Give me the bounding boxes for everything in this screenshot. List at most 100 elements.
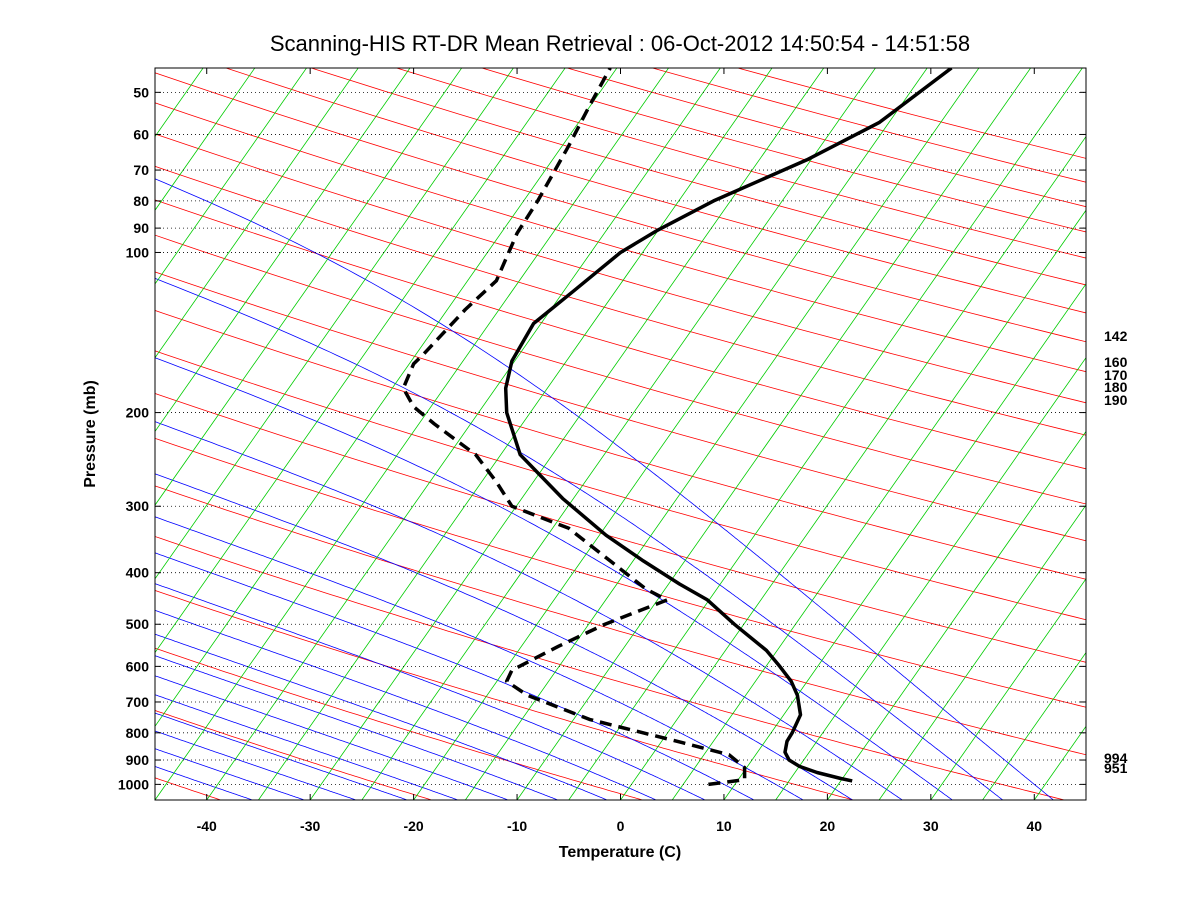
moist-adiabat-line	[155, 357, 953, 800]
moist-adiabat-line	[155, 473, 853, 800]
dry-adiabat-line	[155, 589, 854, 800]
mixing-ratio-line	[155, 68, 618, 727]
x-tick-label: 30	[923, 818, 939, 834]
mixing-ratio-line	[155, 68, 670, 800]
y-tick-label: 100	[126, 244, 150, 260]
dry-adiabat-line	[652, 68, 1086, 183]
y-tick-label: 70	[133, 162, 149, 178]
chart-title: Scanning-HIS RT-DR Mean Retrieval : 06-O…	[270, 31, 970, 56]
dry-adiabat-line	[155, 234, 1086, 505]
dry-adiabat-line	[155, 647, 643, 800]
moist-adiabat-line	[155, 552, 755, 800]
mixing-ratio-line	[1033, 725, 1086, 800]
y-tick-label: 900	[126, 752, 150, 768]
mixing-ratio-line	[258, 68, 773, 800]
mixing-ratio-line	[413, 68, 928, 800]
dry-adiabat-line	[155, 350, 1086, 621]
mixing-ratio-line	[827, 430, 1086, 800]
mixing-ratio-line	[982, 651, 1086, 800]
dry-adiabat-line	[481, 68, 1086, 233]
mixing-ratio-line	[878, 504, 1086, 800]
y-axis-label: Pressure (mb)	[82, 380, 99, 488]
moist-adiabat-line	[155, 712, 408, 800]
mixing-ratio-line	[671, 209, 1086, 800]
dry-adiabat-line	[155, 102, 1086, 373]
moist-adiabat-line	[155, 421, 903, 800]
mixing-ratio-line	[516, 68, 1032, 800]
mixing-ratio-line	[775, 356, 1086, 800]
dry-adiabat-line	[155, 271, 1086, 542]
x-axis-ticks: -40 -30 -20 -10 0 10 20 30 40	[197, 68, 1042, 834]
y-tick-label: 300	[126, 498, 150, 514]
dry-adiabat-line	[155, 165, 1086, 436]
dry-adiabat-line	[155, 536, 1065, 800]
side-label: 190	[1104, 392, 1128, 408]
dry-adiabat-line	[155, 710, 432, 800]
profile-series	[401, 68, 953, 787]
mixing-ratio-line	[155, 68, 566, 654]
mixing-ratio-line	[155, 68, 256, 211]
dry-adiabat-line	[155, 199, 1086, 470]
dewpoint-profile-line	[401, 68, 747, 787]
side-label: 951	[1104, 760, 1128, 776]
moist-adiabat-line	[155, 675, 509, 800]
y-tick-label: 80	[133, 193, 149, 209]
mixing-ratio-line	[1085, 799, 1086, 800]
y-tick-label: 500	[126, 616, 150, 632]
mixing-ratio-line	[465, 68, 980, 800]
side-label: 160	[1104, 354, 1128, 370]
temperature-profile-line	[503, 68, 953, 783]
pressure-gridlines	[155, 91, 1086, 785]
mixing-ratio-line	[155, 68, 463, 506]
moist-adiabat-line	[155, 609, 657, 800]
x-tick-label: 0	[617, 818, 625, 834]
y-tick-label: 60	[133, 126, 149, 142]
x-axis-label: Temperature (C)	[559, 844, 681, 861]
side-label: 994	[1104, 750, 1128, 766]
y-tick-label: 800	[126, 725, 150, 741]
mixing-ratio-line	[206, 68, 721, 800]
moist-adiabat-line	[155, 178, 1054, 800]
mixing-ratio-line	[0, 63, 155, 800]
mixing-ratio-line	[620, 135, 1086, 800]
dry-adiabat-line	[155, 310, 1086, 580]
dry-adiabat-line	[225, 68, 1086, 314]
y-tick-label: 200	[126, 405, 150, 421]
background-lines	[0, 63, 1086, 800]
side-label: 142	[1104, 328, 1128, 344]
mixing-ratio-line	[568, 68, 1083, 800]
y-axis-ticks: 1000 900 800 700 600 500 400 300 200 100 90 80 70 60 5…	[118, 84, 1086, 792]
y-tick-label: 90	[133, 220, 149, 236]
x-tick-label: 40	[1026, 818, 1042, 834]
y-tick-label: 400	[126, 565, 150, 581]
moist-adiabat-line	[155, 655, 558, 800]
moist-adiabat-line	[155, 633, 608, 800]
mixing-ratio-line	[723, 283, 1086, 800]
x-tick-label: -30	[300, 818, 320, 834]
mixing-ratio-line	[361, 68, 876, 800]
x-tick-label: 10	[716, 818, 732, 834]
side-label: 170	[1104, 367, 1128, 383]
y-tick-label: 1000	[118, 776, 149, 792]
dry-adiabat-line	[155, 485, 1086, 756]
y-tick-label: 50	[133, 84, 149, 100]
moist-adiabat-line	[155, 583, 706, 800]
mixing-ratio-line	[155, 68, 514, 580]
dry-adiabat-line	[155, 393, 1086, 663]
y-tick-label: 700	[126, 694, 150, 710]
x-tick-label: 20	[820, 818, 836, 834]
x-tick-label: -10	[507, 818, 527, 834]
moist-adiabat-line	[155, 748, 305, 800]
y-tick-label: 600	[126, 658, 150, 674]
dry-adiabat-line	[155, 437, 1086, 708]
mixing-ratio-line	[155, 68, 308, 285]
moist-adiabat-line	[155, 730, 357, 800]
x-tick-label: -40	[197, 818, 217, 834]
mixing-ratio-line	[155, 68, 359, 359]
side-label: 180	[1104, 379, 1128, 395]
moist-adiabat-line	[155, 766, 253, 800]
dry-adiabat-line	[567, 68, 1086, 208]
mixing-ratio-line	[309, 68, 825, 800]
moist-adiabat-line	[155, 694, 459, 800]
